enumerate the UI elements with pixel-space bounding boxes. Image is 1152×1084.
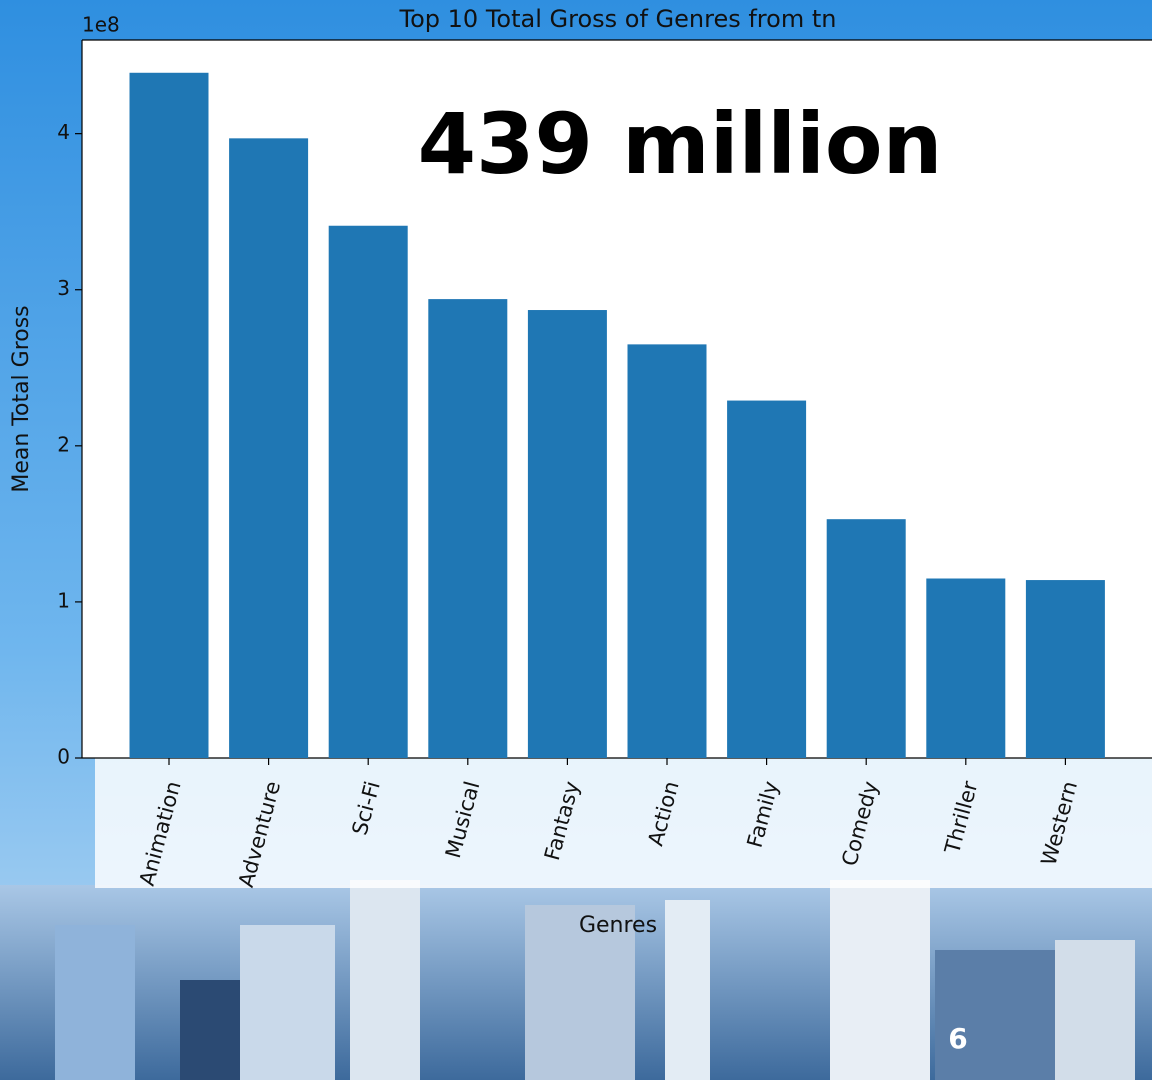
y-tick-label: 4 [57, 120, 70, 144]
bar [229, 138, 309, 758]
bar [1025, 580, 1105, 758]
y-tick-label: 2 [57, 432, 70, 456]
annotation: 439 million [418, 95, 943, 193]
x-label-panel [95, 758, 1152, 888]
y-tick-label: 1 [57, 588, 70, 612]
y-offset-label: 1e8 [82, 13, 120, 37]
bar [527, 310, 607, 758]
bar [627, 344, 707, 758]
bar [727, 400, 807, 758]
bar [129, 72, 209, 758]
bar [826, 519, 906, 758]
y-axis-label: Mean Total Gross [9, 305, 34, 492]
x-axis-label: Genres [579, 913, 657, 938]
bar [328, 225, 408, 759]
slide-number: 6 [948, 1022, 967, 1055]
city-skyline [0, 880, 1152, 1080]
y-tick-label: 0 [57, 745, 70, 769]
y-tick-label: 3 [57, 276, 70, 300]
chart-title: Top 10 Total Gross of Genres from tn [399, 5, 837, 33]
bar [428, 299, 508, 758]
bar [926, 578, 1006, 758]
